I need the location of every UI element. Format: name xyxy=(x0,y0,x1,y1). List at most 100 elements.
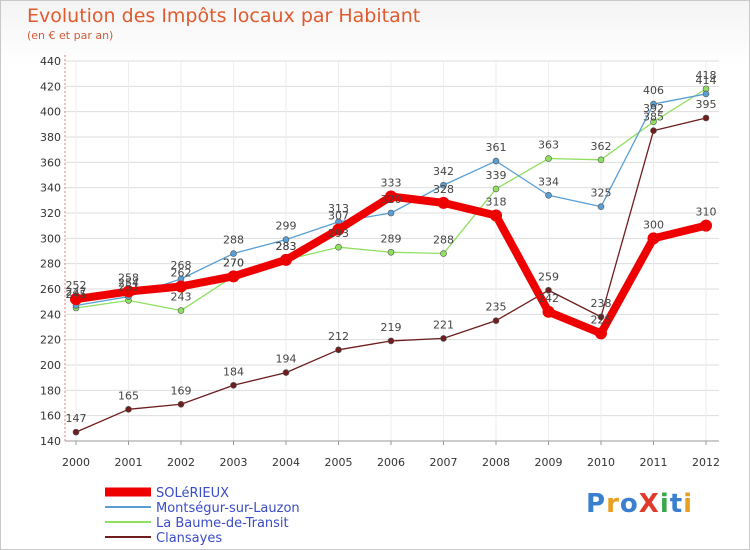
data-label: 238 xyxy=(591,297,612,310)
data-label: 242 xyxy=(538,292,559,305)
logo-letter: i xyxy=(683,489,694,519)
data-point xyxy=(122,285,135,298)
data-label: 283 xyxy=(276,240,297,253)
data-label: 251 xyxy=(118,280,139,293)
data-point xyxy=(545,191,552,199)
y-tick-label: 360 xyxy=(40,156,61,169)
data-label: 299 xyxy=(276,220,297,233)
data-point xyxy=(542,305,555,318)
data-label: 259 xyxy=(538,270,559,283)
data-label: 320 xyxy=(381,193,402,206)
data-label: 245 xyxy=(66,288,87,301)
x-tick-label: 2005 xyxy=(325,456,353,469)
data-point xyxy=(227,270,240,283)
y-tick-label: 380 xyxy=(40,131,61,144)
data-label: 184 xyxy=(223,365,244,378)
data-label: 310 xyxy=(696,206,717,219)
data-label: 363 xyxy=(538,139,559,152)
data-point xyxy=(230,381,237,389)
data-point xyxy=(175,280,187,293)
data-point xyxy=(437,196,450,209)
data-label: 247 xyxy=(66,285,87,298)
data-point xyxy=(282,369,290,376)
x-tick-label: 2000 xyxy=(62,456,90,469)
logo-letter: t xyxy=(669,489,684,519)
data-point xyxy=(597,313,605,321)
data-label: 307 xyxy=(328,209,349,222)
data-label: 385 xyxy=(643,111,664,124)
y-tick-label: 160 xyxy=(40,410,61,423)
proxiti-logo: ProXiti xyxy=(586,489,693,519)
data-point xyxy=(440,181,447,189)
data-label: 395 xyxy=(696,98,717,111)
data-point xyxy=(597,203,605,210)
data-label: 342 xyxy=(433,165,454,178)
data-point xyxy=(492,185,500,193)
data-point xyxy=(385,190,397,203)
data-label: 288 xyxy=(433,234,454,247)
y-tick-label: 400 xyxy=(40,106,61,119)
y-tick-label: 260 xyxy=(40,283,61,296)
legend-label: Montségur-sur-Lauzon xyxy=(156,501,300,516)
legend-label: Clansayes xyxy=(156,531,222,546)
data-label: 339 xyxy=(486,169,507,182)
legend-label: SOLéRIEUX xyxy=(156,486,229,501)
data-label: 268 xyxy=(171,259,192,272)
data-point xyxy=(702,114,710,122)
data-label: 414 xyxy=(696,74,717,87)
data-label: 254 xyxy=(118,277,139,290)
data-point xyxy=(72,428,80,436)
x-tick-label: 2010 xyxy=(587,456,615,469)
chart-title: Evolution des Impôts locaux par Habitant xyxy=(27,5,421,27)
data-point xyxy=(597,156,605,164)
y-tick-label: 420 xyxy=(40,80,61,93)
data-point xyxy=(702,90,710,98)
y-tick-label: 140 xyxy=(40,435,61,448)
x-tick-label: 2004 xyxy=(272,456,300,469)
data-point xyxy=(335,243,342,251)
data-point xyxy=(440,250,447,257)
y-tick-label: 340 xyxy=(40,182,61,195)
data-label: 334 xyxy=(538,175,559,188)
data-point xyxy=(650,118,657,126)
data-label: 313 xyxy=(328,202,349,215)
x-tick-label: 2008 xyxy=(482,456,510,469)
data-label: 418 xyxy=(696,69,717,82)
data-label: 333 xyxy=(381,177,402,190)
x-tick-label: 2002 xyxy=(167,456,195,469)
x-tick-label: 2011 xyxy=(640,456,668,469)
y-tick-label: 320 xyxy=(40,207,61,220)
data-point xyxy=(177,307,185,314)
data-label: 221 xyxy=(433,318,454,331)
data-label: 300 xyxy=(643,218,664,231)
logo-letter: o xyxy=(619,489,639,519)
data-point xyxy=(647,232,660,245)
data-label: 219 xyxy=(381,321,402,334)
data-point xyxy=(332,223,345,236)
data-label: 318 xyxy=(486,196,507,209)
data-point xyxy=(230,250,237,257)
x-tick-label: 2012 xyxy=(692,456,720,469)
data-label: 225 xyxy=(591,313,612,326)
data-label: 243 xyxy=(171,291,192,304)
x-tick-label: 2003 xyxy=(220,456,248,469)
data-point xyxy=(177,400,185,408)
data-label: 325 xyxy=(591,187,612,200)
data-label: 235 xyxy=(486,301,507,314)
data-point xyxy=(492,317,500,324)
data-label: 212 xyxy=(328,330,349,343)
data-point xyxy=(440,335,447,342)
x-tick-label: 2007 xyxy=(430,456,458,469)
legend-label: La Baume-de-Transit xyxy=(156,516,289,531)
data-label: 258 xyxy=(118,272,139,285)
y-tick-label: 240 xyxy=(40,308,61,321)
x-tick-label: 2006 xyxy=(377,456,405,469)
logo-letter: P xyxy=(586,489,607,519)
y-tick-label: 220 xyxy=(40,334,61,347)
data-label: 270 xyxy=(223,256,244,269)
data-label: 328 xyxy=(433,183,454,196)
data-point xyxy=(492,157,500,165)
data-point xyxy=(280,253,292,266)
